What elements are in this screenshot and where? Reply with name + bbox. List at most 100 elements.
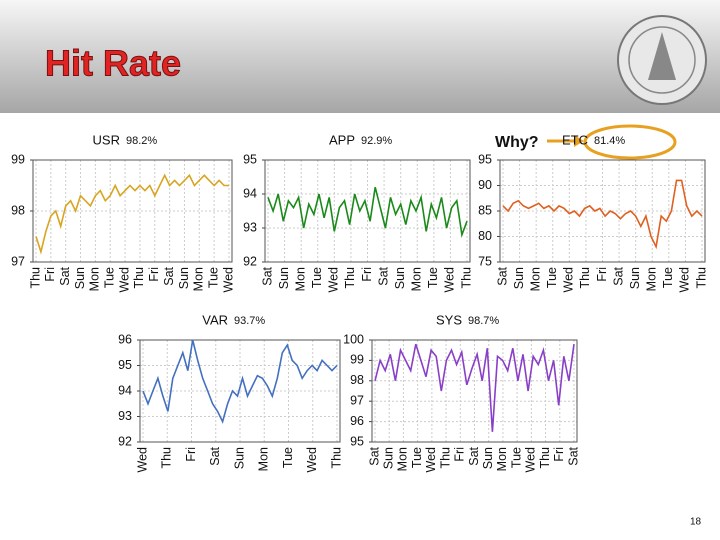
x-tick-label: Sat xyxy=(208,446,222,465)
y-tick-label: 96 xyxy=(118,332,132,346)
data-line xyxy=(142,339,338,424)
x-tick-label: Wed xyxy=(305,447,319,473)
x-tick-label: Wed xyxy=(562,267,576,293)
x-tick-label: Tue xyxy=(206,267,220,288)
x-tick-label: Mon xyxy=(645,267,659,291)
y-tick-label: 97 xyxy=(11,254,25,268)
x-tick-label: Fri xyxy=(184,447,198,462)
x-tick-label: Sun xyxy=(393,267,407,289)
x-tick-label: Tue xyxy=(310,267,324,288)
x-tick-label: Wed xyxy=(221,267,235,293)
x-tick-label: Mon xyxy=(528,267,542,291)
y-tick-label: 94 xyxy=(243,186,257,200)
x-tick-label: Sat xyxy=(162,266,176,285)
x-tick-label: Wed xyxy=(327,267,341,293)
x-tick-label: Mon xyxy=(495,447,509,471)
data-line xyxy=(267,187,468,238)
y-tick-label: 85 xyxy=(478,203,492,217)
x-tick-label: Thu xyxy=(343,267,357,289)
chart-title: VAR xyxy=(202,312,228,327)
x-tick-label: Mon xyxy=(88,267,102,291)
chart-title: SYS xyxy=(436,312,462,327)
x-tick-label: Thu xyxy=(538,447,552,469)
y-tick-label: 93 xyxy=(118,409,132,423)
y-tick-label: 97 xyxy=(350,393,364,407)
x-tick-label: Thu xyxy=(459,267,473,289)
x-tick-label: Thu xyxy=(329,447,343,469)
y-tick-label: 94 xyxy=(118,383,132,397)
x-tick-label: Sun xyxy=(628,267,642,289)
plot-frame xyxy=(32,159,233,263)
x-tick-label: Thu xyxy=(28,267,42,289)
y-tick-label: 92 xyxy=(118,434,132,448)
y-tick-label: 98 xyxy=(350,373,364,387)
data-line xyxy=(502,179,703,250)
y-tick-label: 96 xyxy=(350,414,364,428)
x-tick-label: Tue xyxy=(426,267,440,288)
x-tick-label: Fri xyxy=(552,447,566,462)
x-tick-label: Wed xyxy=(678,267,692,293)
x-tick-label: Sun xyxy=(177,267,191,289)
data-line xyxy=(35,173,229,255)
x-tick-label: Thu xyxy=(160,447,174,469)
y-tick-label: 95 xyxy=(118,358,132,372)
x-tick-label: Tue xyxy=(545,267,559,288)
x-tick-label: Thu xyxy=(694,267,708,289)
x-tick-label: Fri xyxy=(453,447,467,462)
x-tick-label: Sat xyxy=(376,266,390,285)
chart-subtitle: 98.2% xyxy=(126,135,157,147)
header-band xyxy=(0,0,720,113)
x-tick-label: Tue xyxy=(410,447,424,468)
x-tick-label: Fri xyxy=(360,267,374,282)
x-tick-label: Sun xyxy=(73,267,87,289)
slide-title: Hit Rate xyxy=(45,43,181,84)
plot-frame xyxy=(264,159,471,263)
x-tick-label: Sun xyxy=(232,447,246,469)
x-tick-label: Tue xyxy=(661,267,675,288)
chart-subtitle: 98.7% xyxy=(468,315,499,327)
y-tick-label: 93 xyxy=(243,220,257,234)
y-tick-label: 92 xyxy=(243,254,257,268)
y-tick-label: 99 xyxy=(350,353,364,367)
x-tick-label: Thu xyxy=(438,447,452,469)
plot-frame xyxy=(499,159,706,263)
y-tick-label: 90 xyxy=(478,178,492,192)
data-line xyxy=(374,343,575,432)
plot-frame xyxy=(139,339,341,443)
x-tick-label: Mon xyxy=(257,447,271,471)
chart-title: ETC xyxy=(562,132,588,147)
x-tick-label: Mon xyxy=(293,267,307,291)
x-tick-label: Wed xyxy=(443,267,457,293)
x-tick-label: Wed xyxy=(117,267,131,293)
x-tick-label: Thu xyxy=(578,267,592,289)
y-tick-label: 95 xyxy=(350,434,364,448)
x-tick-label: Sun xyxy=(512,267,526,289)
x-tick-label: Tue xyxy=(281,447,295,468)
x-tick-label: Wed xyxy=(424,447,438,473)
x-tick-label: Sat xyxy=(495,266,509,285)
x-tick-label: Mon xyxy=(396,447,410,471)
chart-subtitle: 93.7% xyxy=(234,315,265,327)
chart-subtitle: 92.9% xyxy=(361,135,392,147)
chart-title: USR xyxy=(93,132,120,147)
y-tick-label: 100 xyxy=(343,332,364,346)
x-tick-label: Wed xyxy=(524,447,538,473)
plot-frame xyxy=(371,339,578,443)
x-tick-label: Thu xyxy=(132,267,146,289)
x-tick-label: Sat xyxy=(58,266,72,285)
y-tick-label: 75 xyxy=(478,254,492,268)
x-tick-label: Fri xyxy=(43,267,57,282)
x-tick-label: Mon xyxy=(192,267,206,291)
x-tick-label: Mon xyxy=(410,267,424,291)
y-tick-label: 95 xyxy=(243,152,257,166)
x-tick-label: Sat xyxy=(467,446,481,465)
x-tick-label: Sun xyxy=(382,447,396,469)
x-tick-label: Sat xyxy=(260,266,274,285)
y-tick-label: 95 xyxy=(478,152,492,166)
y-tick-label: 98 xyxy=(11,203,25,217)
chart-title: APP xyxy=(329,132,355,147)
x-tick-label: Sat xyxy=(367,446,381,465)
x-tick-label: Fri xyxy=(147,267,161,282)
arrow xyxy=(547,124,677,160)
